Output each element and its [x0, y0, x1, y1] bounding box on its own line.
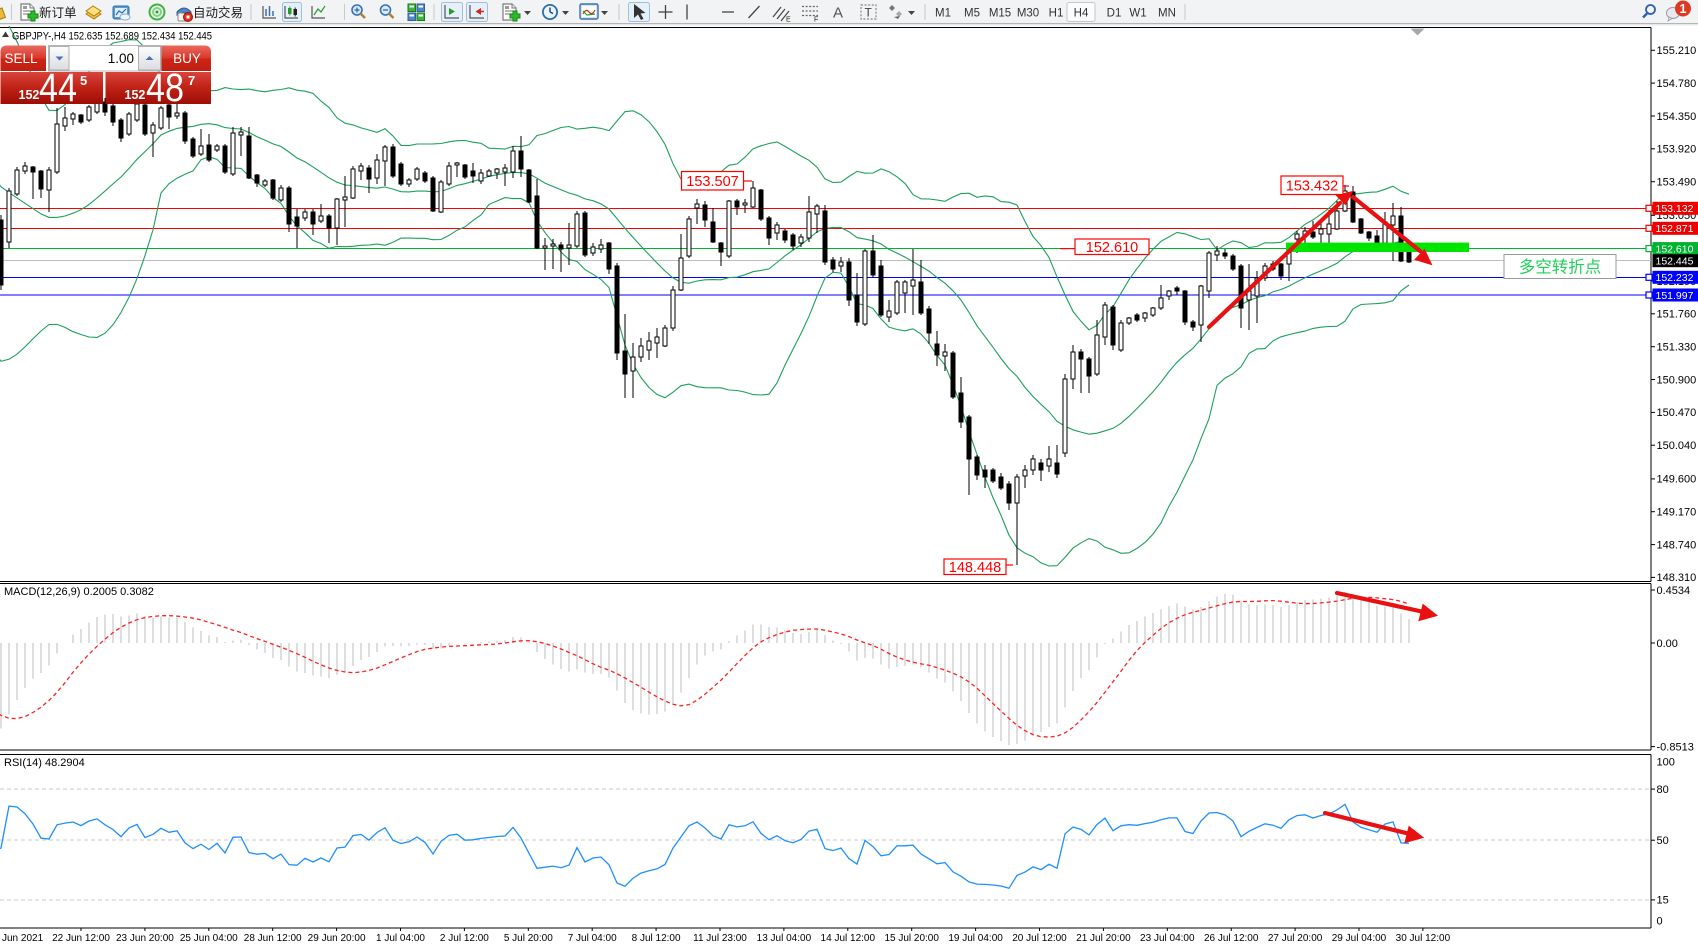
- svg-text:149.170: 149.170: [1657, 507, 1697, 519]
- svg-text:30 Jul 12:00: 30 Jul 12:00: [1396, 933, 1451, 944]
- svg-text:148.310: 148.310: [1657, 572, 1697, 584]
- svg-text:M1: M1: [935, 8, 951, 20]
- svg-text:152.232: 152.232: [1656, 272, 1694, 284]
- svg-text:154.350: 154.350: [1657, 111, 1697, 123]
- svg-text:152.871: 152.871: [1656, 223, 1694, 235]
- svg-text:7 Jul 04:00: 7 Jul 04:00: [568, 933, 617, 944]
- svg-text:23 Jun 20:00: 23 Jun 20:00: [116, 933, 174, 944]
- svg-text:148.448: 148.448: [949, 560, 1001, 576]
- svg-text:27 Jul 20:00: 27 Jul 20:00: [1268, 933, 1323, 944]
- svg-text:29 Jun 20:00: 29 Jun 20:00: [308, 933, 366, 944]
- svg-text:154.780: 154.780: [1657, 78, 1697, 90]
- svg-text:新订单: 新订单: [39, 5, 77, 20]
- svg-text:A: A: [833, 5, 843, 22]
- svg-text:80: 80: [1657, 784, 1669, 796]
- svg-text:19 Jul 04:00: 19 Jul 04:00: [948, 933, 1003, 944]
- svg-text:E: E: [786, 17, 791, 24]
- svg-text:22 Jun 12:00: 22 Jun 12:00: [52, 933, 110, 944]
- svg-text:Jun 2021: Jun 2021: [2, 933, 44, 944]
- svg-text:5: 5: [80, 73, 87, 88]
- svg-text:150.470: 150.470: [1657, 407, 1697, 419]
- svg-text:150.040: 150.040: [1657, 440, 1697, 452]
- svg-text:1: 1: [1680, 2, 1687, 16]
- svg-text:152.610: 152.610: [1656, 243, 1694, 255]
- svg-text:153.920: 153.920: [1657, 144, 1697, 156]
- svg-text:MN: MN: [1158, 8, 1176, 20]
- svg-text:153.507: 153.507: [686, 174, 738, 190]
- svg-text:H4: H4: [1074, 8, 1089, 20]
- svg-text:149.600: 149.600: [1657, 474, 1697, 486]
- svg-text:25 Jun 04:00: 25 Jun 04:00: [180, 933, 238, 944]
- svg-text:H1: H1: [1049, 8, 1064, 20]
- svg-text:15 Jul 20:00: 15 Jul 20:00: [884, 933, 939, 944]
- svg-text:151.330: 151.330: [1657, 342, 1697, 354]
- svg-text:8 Jul 12:00: 8 Jul 12:00: [632, 933, 681, 944]
- svg-text:152: 152: [125, 88, 146, 102]
- svg-text:1 Jul 04:00: 1 Jul 04:00: [376, 933, 425, 944]
- svg-text:151.997: 151.997: [1656, 290, 1694, 302]
- svg-text:自动交易: 自动交易: [193, 5, 243, 20]
- svg-text:15: 15: [1657, 895, 1669, 907]
- svg-text:W1: W1: [1129, 8, 1146, 20]
- svg-text:151.760: 151.760: [1657, 309, 1697, 321]
- svg-text:M5: M5: [964, 8, 980, 20]
- svg-text:T: T: [865, 6, 873, 20]
- svg-text:148.740: 148.740: [1657, 539, 1697, 551]
- svg-text:MACD(12,26,9) 0.2005 0.3082: MACD(12,26,9) 0.2005 0.3082: [4, 586, 154, 598]
- svg-text:48: 48: [146, 66, 184, 110]
- svg-text:D1: D1: [1107, 8, 1122, 20]
- svg-text:153.490: 153.490: [1657, 177, 1697, 189]
- svg-text:21 Jul 20:00: 21 Jul 20:00: [1076, 933, 1131, 944]
- svg-text:5 Jul 20:00: 5 Jul 20:00: [504, 933, 553, 944]
- svg-text:26 Jul 12:00: 26 Jul 12:00: [1204, 933, 1259, 944]
- svg-text:23 Jul 04:00: 23 Jul 04:00: [1140, 933, 1195, 944]
- svg-text:-0.8513: -0.8513: [1657, 741, 1694, 753]
- svg-text:0: 0: [1657, 916, 1663, 928]
- svg-text:150.900: 150.900: [1657, 374, 1697, 386]
- svg-text:153.432: 153.432: [1286, 178, 1338, 194]
- svg-text:100: 100: [1657, 756, 1675, 768]
- svg-text:11 Jul 23:00: 11 Jul 23:00: [693, 933, 747, 944]
- svg-text:152: 152: [19, 88, 40, 102]
- svg-text:20 Jul 12:00: 20 Jul 12:00: [1012, 933, 1067, 944]
- svg-text:28 Jun 12:00: 28 Jun 12:00: [244, 933, 302, 944]
- svg-text:0.00: 0.00: [1657, 638, 1678, 650]
- svg-text:RSI(14) 48.2904: RSI(14) 48.2904: [4, 757, 85, 769]
- svg-text:M15: M15: [989, 8, 1011, 20]
- svg-text:152.445: 152.445: [1656, 256, 1694, 268]
- svg-text:152.610: 152.610: [1086, 240, 1138, 256]
- svg-text:155.210: 155.210: [1657, 45, 1697, 57]
- svg-text:GBPJPY-,H4 152.635 152.689 15: GBPJPY-,H4 152.635 152.689 152.434 152.4…: [12, 31, 212, 43]
- svg-text:2 Jul 12:00: 2 Jul 12:00: [440, 933, 489, 944]
- svg-text:50: 50: [1657, 835, 1669, 847]
- svg-text:F: F: [814, 17, 818, 24]
- svg-text:1.00: 1.00: [108, 51, 134, 66]
- svg-text:BUY: BUY: [173, 51, 201, 66]
- svg-text:13 Jul 04:00: 13 Jul 04:00: [757, 933, 812, 944]
- svg-text:14 Jul 12:00: 14 Jul 12:00: [821, 933, 876, 944]
- svg-text:7: 7: [188, 73, 195, 88]
- svg-text:153.132: 153.132: [1656, 203, 1694, 215]
- svg-text:29 Jul 04:00: 29 Jul 04:00: [1332, 933, 1387, 944]
- svg-text:多空转折点: 多空转折点: [1519, 258, 1602, 277]
- svg-text:M30: M30: [1017, 8, 1039, 20]
- svg-text:0.4534: 0.4534: [1657, 585, 1691, 597]
- svg-text:SELL: SELL: [4, 51, 38, 66]
- svg-text:44: 44: [39, 66, 77, 110]
